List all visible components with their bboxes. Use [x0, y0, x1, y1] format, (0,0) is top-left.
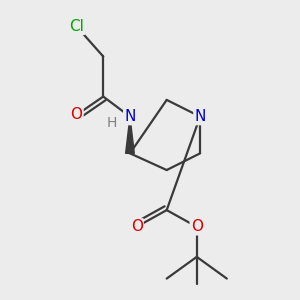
Text: O: O — [70, 107, 83, 122]
Text: N: N — [124, 109, 136, 124]
Polygon shape — [126, 117, 134, 153]
Text: O: O — [130, 219, 142, 234]
Text: O: O — [191, 219, 203, 234]
Text: Cl: Cl — [69, 19, 84, 34]
Text: H: H — [106, 116, 117, 130]
Text: N: N — [194, 109, 206, 124]
